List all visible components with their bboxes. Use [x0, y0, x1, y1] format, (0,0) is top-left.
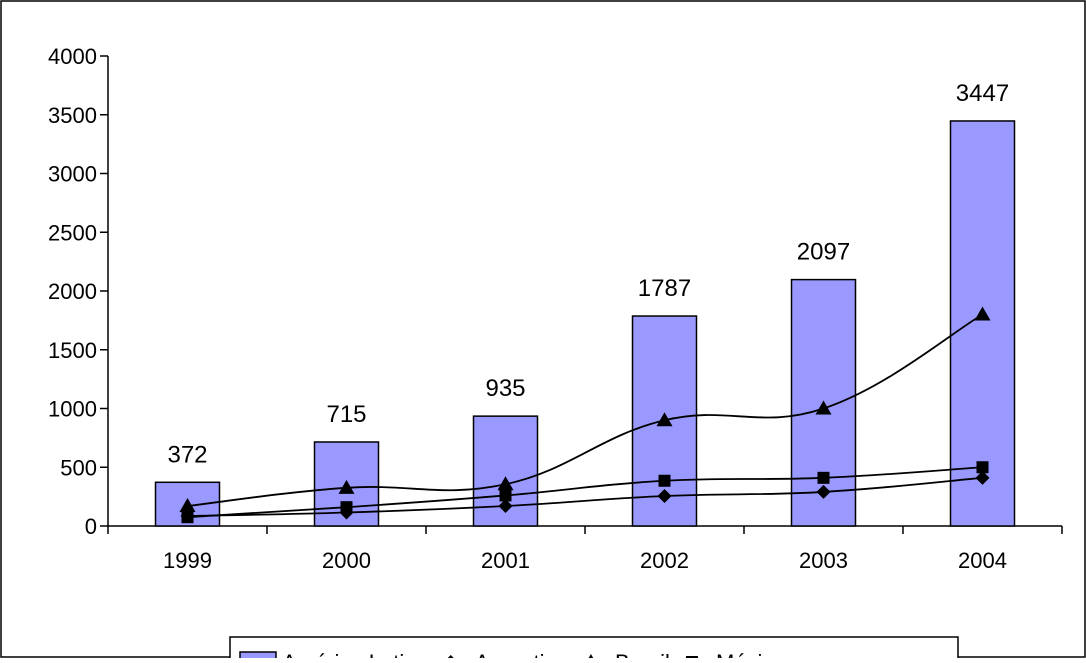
bar-data-label: 715	[326, 401, 366, 428]
series-point-argentina	[816, 484, 831, 499]
series-point-argentina	[498, 499, 513, 514]
y-tick-label: 500	[60, 455, 97, 480]
series-line-mexico	[187, 466, 983, 519]
series-line-brasil	[187, 313, 983, 507]
series-point-mexico	[340, 501, 353, 514]
plot-area: 0 500 1000 1500 2000 2500 3000 3500 4000 1999 2000…	[48, 44, 1063, 573]
legend-label-mexico: México	[716, 650, 786, 658]
bar-data-label: 372	[167, 441, 207, 468]
legend-label-brasil: Brasil	[615, 650, 670, 658]
series-point-brasil	[974, 306, 991, 321]
series-point-brasil	[338, 479, 355, 494]
series-point-brasil	[815, 400, 832, 415]
x-tick-label: 2000	[322, 548, 371, 573]
y-tick-label: 2500	[48, 220, 97, 245]
series-point-mexico	[658, 474, 671, 487]
series-point-argentina	[975, 470, 990, 485]
y-tick-label: 3500	[48, 103, 97, 128]
bar-data-label: 3447	[956, 80, 1009, 107]
series-point-argentina	[657, 489, 672, 504]
bar	[949, 120, 1016, 527]
series-point-mexico	[976, 461, 989, 474]
series-point-mexico	[181, 511, 194, 524]
y-tick-label: 1500	[48, 338, 97, 363]
legend-label-america-latina: América Latina	[282, 650, 430, 658]
series-line-argentina	[187, 476, 983, 517]
y-tick-label: 3000	[48, 162, 97, 187]
y-tick-label: 0	[85, 514, 97, 539]
series-point-mexico	[817, 471, 830, 484]
series-point-brasil	[179, 498, 196, 513]
x-tick-label: 2004	[958, 548, 1007, 573]
bar-data-label: 935	[485, 375, 525, 402]
bar-data-label: 1787	[638, 275, 691, 302]
legend-label-argentina: Argentina	[475, 650, 570, 658]
bar-data-label: 2097	[797, 239, 850, 266]
y-tick-label: 4000	[48, 44, 97, 69]
y-tick-label: 1000	[48, 397, 97, 422]
legend: América Latina Argentina Brasil México	[229, 636, 959, 663]
series-point-brasil	[656, 412, 673, 427]
x-tick-label: 1999	[163, 548, 212, 573]
y-tick-label: 2000	[48, 279, 97, 304]
x-tick-label: 2002	[640, 548, 689, 573]
legend-swatch-america-latina	[239, 651, 277, 663]
series-point-brasil	[497, 476, 514, 491]
series-point-mexico	[499, 489, 512, 502]
x-tick-label: 2003	[799, 548, 848, 573]
x-tick-label: 2001	[481, 548, 530, 573]
